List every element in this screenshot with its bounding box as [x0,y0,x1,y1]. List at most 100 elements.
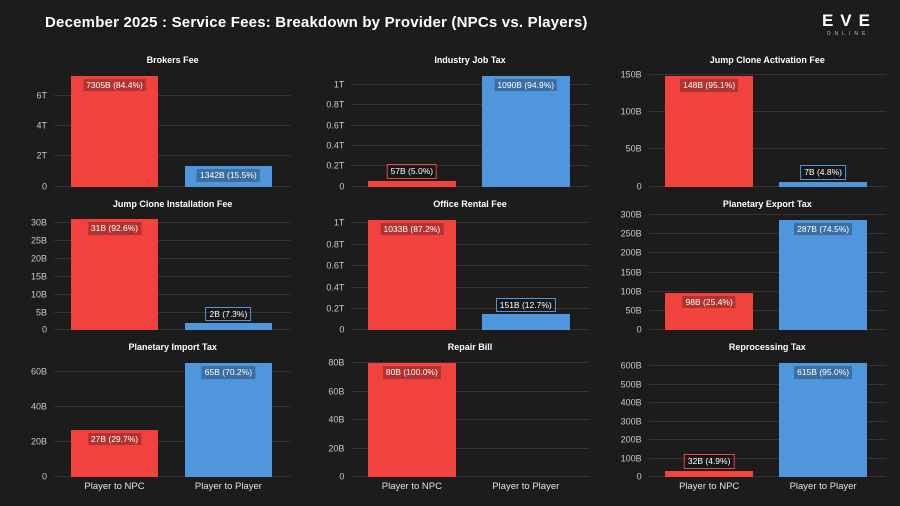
gridline [351,390,589,392]
y-axis: 0 100B 200B 300B 400B 500B 600B [615,357,649,481]
gridline [351,362,589,364]
bar-player-to-player: 7B (4.8%) [779,164,867,187]
page-title: December 2025 : Service Fees: Breakdown … [45,14,588,31]
x-axis: Player to NPC Player to Player [351,477,588,494]
plot: 32B (4.9%) 615B (95.0%) [648,357,886,477]
chart-plot-area: 0 0.2T 0.4T 0.6T 0.8T 1T 1033B (87.2%) 151B (12… [317,214,589,334]
x-tick-label: Player to Player [492,481,560,492]
plot: 80B (100.0%) [351,357,589,477]
bar-player-to-player: 1342B (15.5%) [184,166,273,187]
bar-player-to-player: 151B (12.7%) [481,297,570,331]
y-axis: 0 0.2T 0.4T 0.6T 0.8T 1T [317,70,351,191]
x-tick-label: Player to NPC [84,481,145,492]
gridline [351,185,589,187]
y-tick-label: 600B [620,360,642,371]
chart-plot-area: 0 5B 10B 15B 20B 25B 30B 31B (92.6%) 2B (7.3%) [20,214,292,334]
bar-value-label: 615B (95.0%) [793,365,854,381]
chart-title: Industry Job Tax [434,55,506,65]
y-tick-label: 80B [328,357,345,368]
plot: 148B (95.1%) 7B (4.8%) [648,70,886,187]
eve-online-logo: EVE ONLINE [822,12,870,37]
gridline [54,311,292,313]
bar-value-label: 1090B (94.9%) [493,77,559,93]
bar-player-to-npc: 98B (25.4%) [665,292,754,331]
chart-panel: Office Rental Fee 0 0.2T 0.4T 0.6T 0.8T 1T 1033… [317,198,589,334]
bar-player-to-npc: 32B (4.9%) [665,454,754,477]
chart-title: Planetary Import Tax [128,342,217,353]
y-tick-label: 60B [30,366,47,377]
y-tick-label: 0 [636,181,642,192]
y-tick-label: 4T [36,120,47,131]
gridline [648,420,886,422]
gridline [648,110,886,112]
plot: 31B (92.6%) 2B (7.3%) [54,214,292,331]
gridline [54,476,292,477]
bar-player-to-npc: 27B (29.7%) [70,429,159,477]
bar-player-to-npc: 80B (100.0%) [367,363,456,477]
plot: 98B (25.4%) 287B (74.5%) [648,213,886,331]
gridline [351,286,589,288]
gridline [351,265,589,267]
gridline [351,222,589,224]
y-tick-label: 200B [620,247,642,258]
y-tick-label: 0 [339,471,345,482]
x-tick-label: Player to NPC [679,481,740,492]
y-tick-label: 20B [328,443,345,454]
y-tick-label: 100B [620,453,642,464]
chart-panel: Industry Job Tax 0 0.2T 0.4T 0.6T 0.8T 1T 57B (… [317,55,589,191]
chart-panel: Reprocessing Tax 0 100B 200B 300B 400B 500B 600… [615,342,886,494]
gridline [648,402,886,404]
y-tick-label: 300B [620,416,642,427]
y-axis: 0 5B 10B 15B 20B 25B 30B [20,214,54,334]
y-tick-label: 0 [636,324,642,335]
gridline [648,439,886,441]
gridline [54,155,292,157]
x-tick-label: Player to Player [789,481,857,492]
chart-title: Jump Clone Activation Fee [709,55,825,65]
gridline [648,185,886,187]
bar-value-label: 7305B (84.4%) [82,77,147,93]
gridline [648,476,886,477]
chart-plot-area: 0 20B 40B 60B 27B (29.7%) 65B (70.2%) [20,357,292,481]
bar-value-label: 148B (95.1%) [679,78,740,93]
gridline [648,271,886,273]
y-tick-label: 150B [620,69,642,79]
bar-value-label: 151B (12.7%) [495,297,556,313]
y-tick-label: 250B [620,228,642,239]
gridline [648,457,886,459]
y-tick-label: 0.8T [326,239,345,250]
plot: 57B (5.0%) 1090B (94.9%) [351,70,589,187]
bar-player-to-npc: 148B (95.1%) [665,76,754,187]
bar-value-label: 27B (29.7%) [86,431,143,447]
chart-title: Office Rental Fee [433,198,507,209]
y-tick-label: 5B [35,307,47,318]
chart-panel: Planetary Import Tax 0 20B 40B 60B 27B (29.7%… [20,342,292,494]
gridline [54,329,292,331]
charts-grid: Brokers Fee 0 2T 4T 6T 7305B (84.4%) 1342B (15… [20,55,886,494]
bar-value-label: 98B (25.4%) [681,294,737,310]
bar-value-label: 80B (100.0%) [381,365,442,381]
gridline [351,145,589,147]
y-axis: 0 2T 4T 6T [20,70,54,191]
y-tick-label: 0 [41,181,47,192]
y-tick-label: 0 [339,324,345,335]
gridline [648,383,886,385]
bar-value-label: 65B (70.2%) [200,365,257,381]
plot: 7305B (84.4%) 1342B (15.5%) [54,70,292,187]
chart-title: Planetary Export Tax [722,198,812,209]
bar-player-to-player: 1090B (94.9%) [481,75,570,187]
y-tick-label: 2T [36,150,47,161]
bar-player-to-npc: 57B (5.0%) [367,164,456,187]
plot: 27B (29.7%) 65B (70.2%) [54,357,292,477]
y-axis: 0 0.2T 0.4T 0.6T 0.8T 1T [317,214,351,334]
gridline [648,252,886,254]
chart-title: Jump Clone Installation Fee [112,198,233,209]
y-tick-label: 1T [333,79,345,90]
gridline [54,275,292,277]
gridline [54,185,292,187]
y-tick-label: 0.2T [326,160,345,171]
y-tick-label: 30B [30,217,47,228]
y-tick-label: 0.8T [326,99,345,110]
chart-plot-area: 0 2T 4T 6T 7305B (84.4%) 1342B (15.5%) [20,70,292,191]
